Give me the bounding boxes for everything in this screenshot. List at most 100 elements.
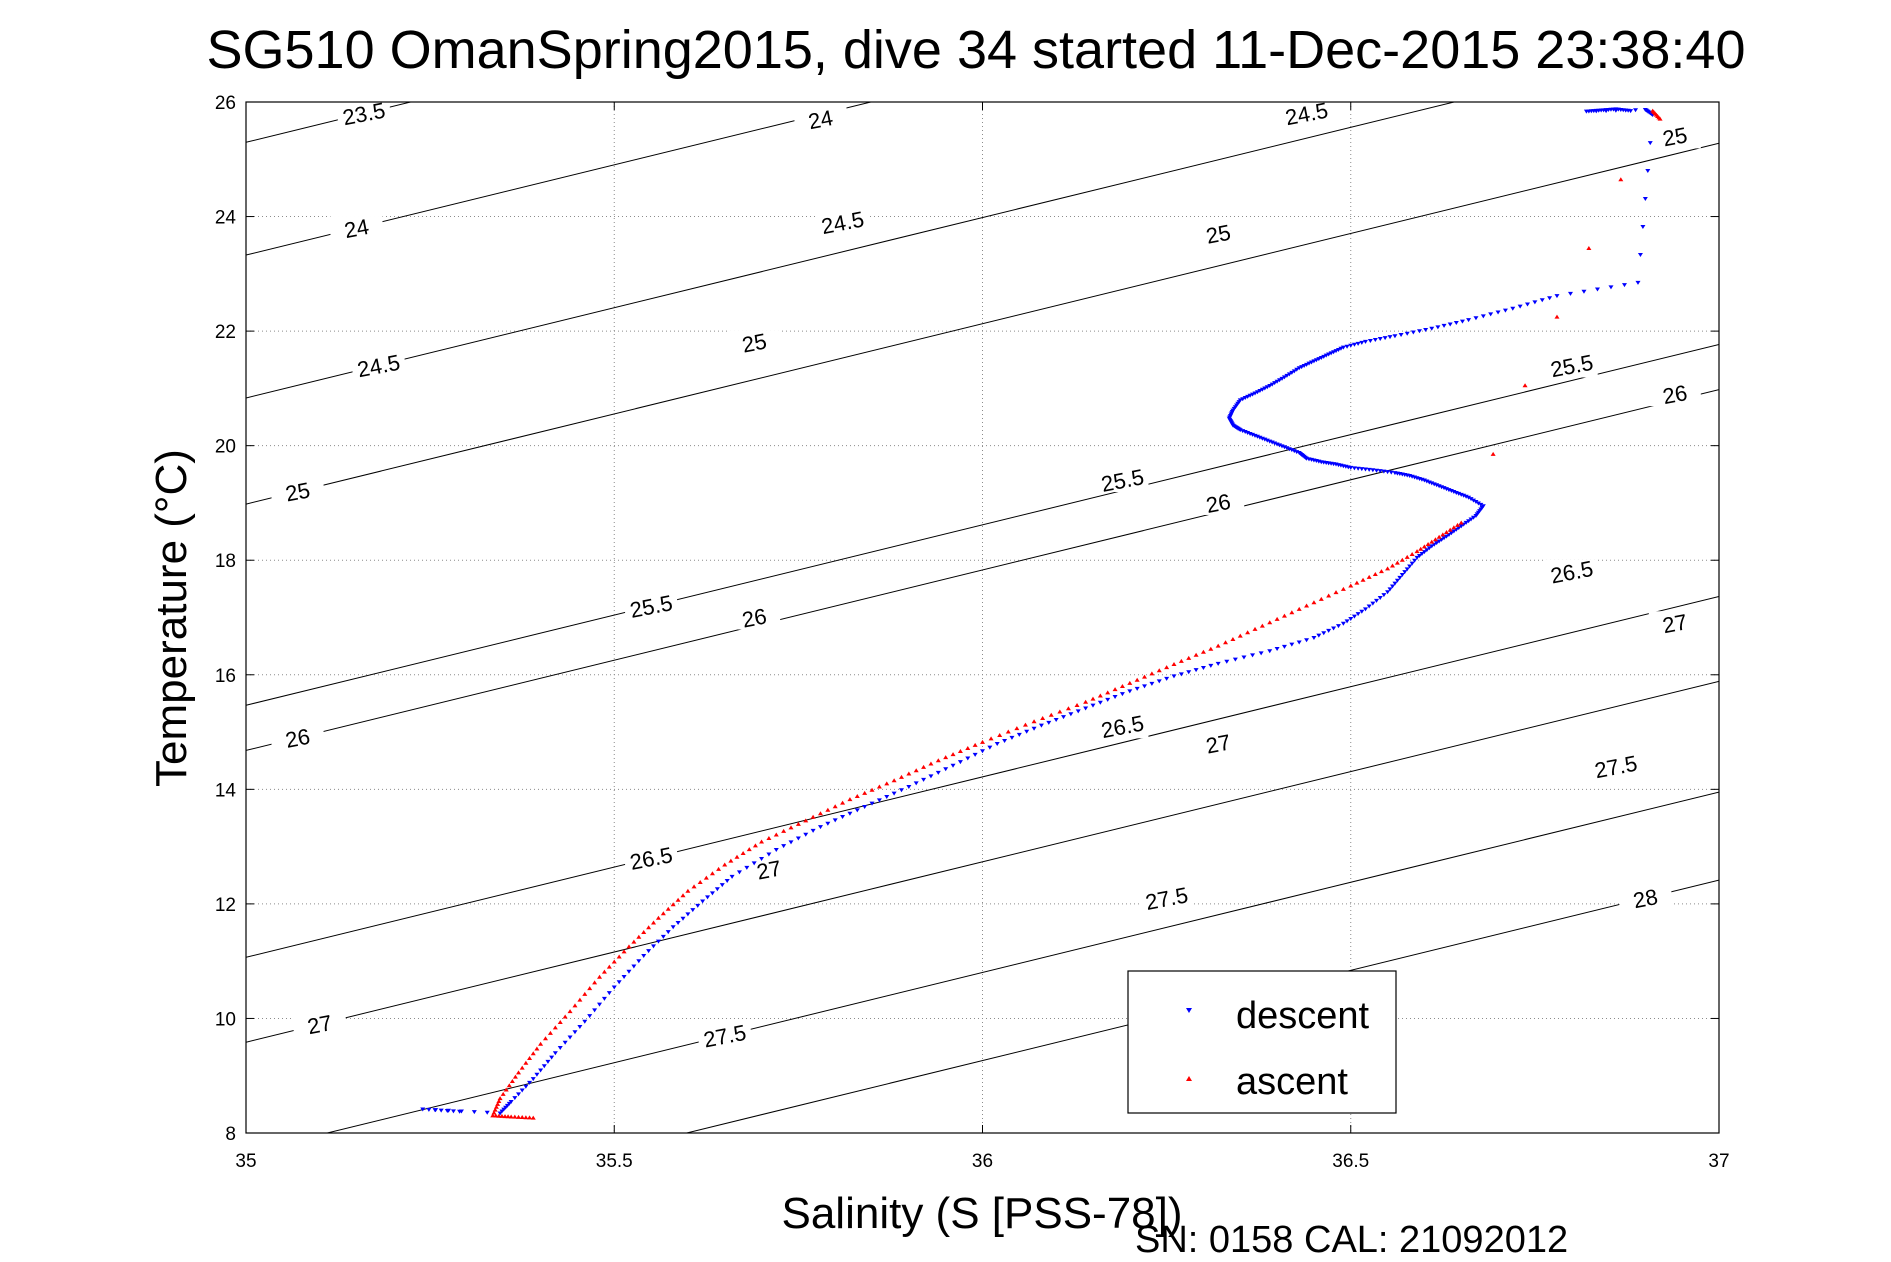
descent-point [1603,109,1609,114]
descent-point [1416,329,1422,334]
descent-point [714,887,720,892]
descent-point [562,1040,568,1045]
descent-point [1374,468,1380,473]
descent-point [1473,514,1479,519]
descent-point [700,899,706,904]
descent-point [1517,304,1523,309]
contour-line [246,389,1719,751]
ascent-point [854,793,860,798]
descent-point [1478,502,1484,507]
x-tick-label: 36.5 [1332,1151,1369,1172]
descent-point [744,865,750,870]
descent-point [1267,384,1273,389]
descent-point [1502,308,1508,313]
descent-point [1142,684,1148,689]
ascent-point [1200,649,1206,654]
ascent-point [543,1036,549,1041]
descent-point [1429,544,1435,549]
descent-point [1284,373,1290,378]
contour-label: 27 [1661,609,1690,638]
chart-title: SG510 OmanSpring2015, dive 34 started 11… [207,20,1746,80]
y-tick-label: 26 [215,93,236,114]
descent-point [921,777,927,782]
descent-point [1468,497,1474,502]
descent-point [1547,296,1553,301]
descent-point [1262,386,1268,391]
descent-point [1377,337,1383,342]
legend: descent ascent [1127,970,1397,1114]
contour-label: 25 [283,477,312,506]
ascent-point [1366,574,1372,579]
descent-point [1637,252,1643,257]
ascent-point [496,1113,502,1118]
ascent-point [1404,554,1410,559]
descent-point [1252,391,1258,396]
descent-point [1366,467,1372,472]
descent-point [1466,519,1472,524]
descent-point [1269,382,1275,387]
y-tick-label: 20 [215,437,236,458]
ascent-point [935,758,941,763]
ascent-point [703,875,709,880]
ascent-point [577,997,583,1002]
descent-point [724,879,730,884]
ascent-point [803,818,809,823]
descent-point [1642,197,1648,202]
ascent-point [781,828,787,833]
descent-point [626,969,632,974]
descent-point [965,756,971,761]
ascent-point [1230,636,1236,641]
descent-point [1016,732,1022,737]
descent-point [1348,465,1354,470]
contour-label: 27 [755,855,784,884]
descent-point [545,1059,551,1064]
descent-point [1407,564,1413,569]
contour-line [246,343,1719,706]
ascent-point [552,1025,558,1030]
descent-point [685,912,691,917]
descent-point [1416,553,1422,558]
ascent-point [1031,719,1037,724]
descent-point [675,921,681,926]
ascent-point [621,949,627,954]
contour-line [246,142,1719,505]
ascent-point [1399,557,1405,562]
descent-point [825,821,831,826]
legend-box [1127,970,1397,1114]
descent-point [1409,561,1415,566]
contour-line [246,102,873,256]
ascent-point [547,1030,553,1035]
ascent-point [1436,534,1442,539]
grid-lines [246,102,1719,1133]
serial-calibration-footer: SN: 0158 CAL: 21092012 [1135,1219,1568,1261]
ascent-point [641,930,647,935]
descent-point [1381,469,1387,474]
descent-point [655,939,661,944]
descent-point [567,1035,573,1040]
descent-point [516,1092,522,1097]
descent-point [1359,609,1365,614]
descent-point [1316,357,1322,362]
ascent-point [884,781,890,786]
descent-point [1362,339,1368,344]
x-tick-label: 36 [972,1151,993,1172]
descent-point [1381,593,1387,598]
descent-point [1291,369,1297,374]
ascent-point [582,991,588,996]
ascent-point [1440,532,1446,537]
descent-point [1458,524,1464,529]
descent-point [1224,659,1230,664]
descent-point [1439,537,1445,542]
contour-label-bg [271,479,324,504]
descent-point [972,752,978,757]
ascent-point [506,1083,512,1088]
descent-point [1398,332,1404,337]
descent-point [1232,657,1238,662]
descent-point [444,1108,450,1113]
descent-point [1387,587,1393,592]
descent-point [651,944,657,949]
ascent-point [646,925,652,930]
descent-point [1328,351,1334,356]
descent-point [1554,294,1560,299]
